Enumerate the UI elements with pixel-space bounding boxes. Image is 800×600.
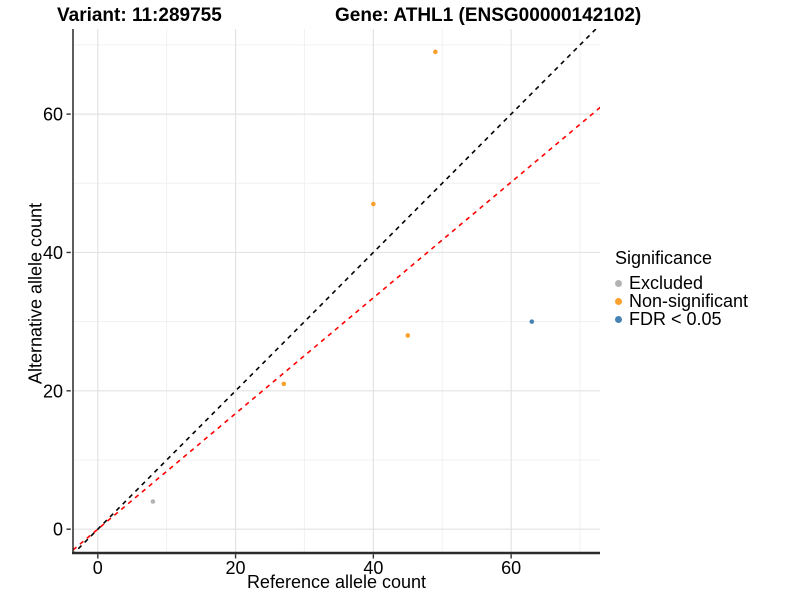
legend-item-label: Excluded [629, 272, 704, 293]
non-significant-dot-icon [615, 297, 622, 305]
legend-item-excluded: Excluded [615, 272, 748, 293]
legend-item-label: Non-significant [629, 290, 749, 311]
y-tick-label: 60 [43, 105, 63, 125]
y-axis-label: Alternative allele count [25, 202, 46, 385]
legend-item-label: FDR < 0.05 [629, 309, 722, 330]
legend-item-fdr: FDR < 0.05 [615, 309, 748, 330]
data-point-excluded [150, 499, 156, 504]
x-tick-label: 20 [226, 558, 246, 578]
x-tick-label: 40 [363, 558, 383, 578]
data-point-non-significant [281, 381, 287, 387]
data-point-fdr-0-05 [529, 319, 535, 324]
fit-line [73, 106, 600, 552]
legend-item-non-significant: Non-significant [615, 290, 749, 311]
y-tick-label: 40 [43, 243, 63, 263]
fdr-dot-icon [615, 316, 622, 324]
x-tick-label: 0 [93, 558, 103, 578]
excluded-dot-icon [615, 279, 622, 287]
data-point-non-significant [405, 333, 411, 338]
plot-title-gene: Gene: ATHL1 (ENSG00000142102) [335, 5, 642, 26]
identity-line [73, 29, 597, 552]
data-point-non-significant [433, 49, 438, 55]
data-point-non-significant [371, 201, 376, 207]
legend-title: Significance [615, 248, 713, 268]
x-tick-label: 60 [501, 558, 521, 578]
plot-title-variant: Variant: 11:289755 [57, 5, 222, 26]
legend: Significance Excluded Non-significant FD… [615, 248, 748, 329]
y-tick-label: 20 [43, 381, 63, 401]
y-tick-label: 0 [53, 520, 63, 540]
x-axis-label: Reference allele count [246, 572, 427, 592]
